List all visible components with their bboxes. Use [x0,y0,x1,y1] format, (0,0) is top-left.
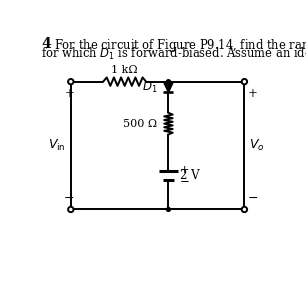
Polygon shape [163,82,174,92]
Circle shape [166,80,170,84]
Text: for which $D_1$ is forward-biased. Assume an ideal diode.: for which $D_1$ is forward-biased. Assum… [41,46,306,62]
Circle shape [68,207,73,212]
Circle shape [242,207,247,212]
Text: 1 kΩ: 1 kΩ [111,66,138,75]
Circle shape [68,79,73,84]
Text: 500 Ω: 500 Ω [124,118,158,129]
Text: +: + [180,165,189,175]
Text: 4: 4 [41,37,51,51]
Text: +: + [248,87,257,100]
Text: −: − [64,192,74,205]
Circle shape [166,208,170,211]
Text: $V_{\mathrm{in}}$: $V_{\mathrm{in}}$ [48,138,66,153]
Text: −: − [248,192,258,205]
Text: $D_1$: $D_1$ [142,79,158,95]
Text: +: + [64,87,74,100]
Text: For the circuit of Figure P9.14, find the range of $V_{\mathrm{in}}$: For the circuit of Figure P9.14, find th… [54,37,306,54]
Circle shape [242,79,247,84]
Text: 2 V: 2 V [180,169,200,182]
Text: −: − [180,175,190,188]
Text: $V_o$: $V_o$ [249,138,265,153]
